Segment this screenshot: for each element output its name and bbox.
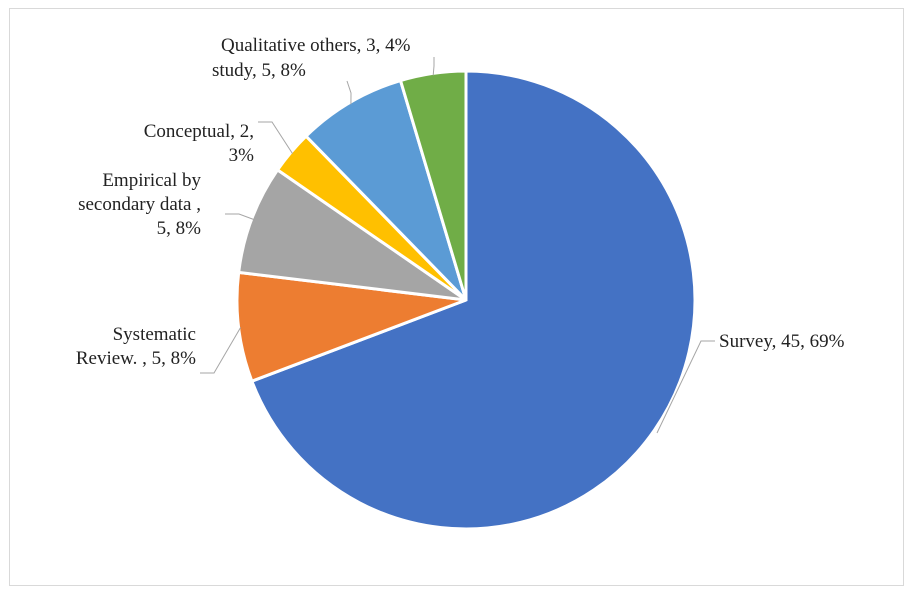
leader-line-2 xyxy=(225,213,254,220)
data-label-0: Survey, 45, 69% xyxy=(719,331,845,352)
data-label-4: study, 5, 8% xyxy=(212,60,306,81)
leader-line-5 xyxy=(432,57,435,76)
data-label-1: Systematic Review. , 5, 8% xyxy=(76,324,196,369)
leader-line-4 xyxy=(346,80,352,105)
pie-slice-1 xyxy=(235,270,467,384)
pie-slice-4 xyxy=(303,78,468,302)
data-label-5: Qualitative others, 3, 4% xyxy=(221,35,411,56)
pie-slice-0 xyxy=(249,69,697,531)
leader-line-1 xyxy=(200,327,242,374)
data-label-3: Conceptual, 2, 3% xyxy=(144,121,254,166)
leader-line-0 xyxy=(656,340,715,434)
leader-line-3 xyxy=(258,121,293,154)
data-label-2: Empirical by secondary data , 5, 8% xyxy=(78,170,201,239)
